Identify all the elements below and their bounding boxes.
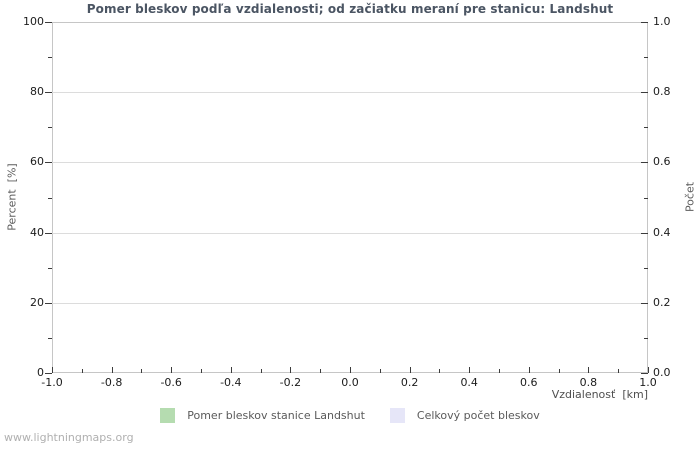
y-tick-minor-left [48,127,52,129]
x-tick-minor [439,369,441,373]
x-tick-minor [141,369,143,373]
x-tick-label: 0.4 [460,376,478,389]
x-tick-minor [260,369,262,373]
x-axis-label: Vzdialenosť [km] [551,388,648,401]
x-tick-major [111,367,113,373]
y-tick-major-right [641,92,648,94]
y-tick-label-right: 0.4 [653,225,671,239]
y-tick-label-right: 0.6 [653,155,671,169]
legend-item-total: Celkový počet bleskov [389,408,540,423]
y-tick-minor-right [644,127,648,129]
x-tick-label: 0.2 [400,376,419,389]
x-tick-major [350,367,351,373]
y-tick-major-right [641,22,648,23]
chart-title: Pomer bleskov podľa vzdialenosti; od zač… [86,2,614,16]
y-tick-major-left [45,162,52,164]
y-tick-major-left [45,22,52,23]
x-tick-minor [499,369,500,373]
legend-label-ratio: Pomer bleskov stanice Landshut [187,409,365,422]
x-tick-minor [558,369,560,373]
legend-item-ratio: Pomer bleskov stanice Landshut [160,408,365,423]
legend-swatch-lavender-icon [389,408,405,423]
y-tick-label-left: 60 [30,155,44,169]
x-tick-major [171,367,173,373]
x-tick-minor [81,369,83,373]
legend-label-total: Celkový počet bleskov [416,409,540,422]
y-tick-major-right [641,162,648,164]
y-tick-label-right: 0.0 [653,366,671,379]
gridline-horizontal [52,232,648,234]
y-tick-minor-right [644,267,648,269]
x-tick-major [290,367,292,373]
x-tick-minor [320,369,322,373]
gridline-horizontal [52,92,648,94]
x-tick-minor [201,369,202,373]
y-tick-minor-right [644,197,648,199]
y-tick-major-left [45,302,52,304]
legend-swatch-green-icon [160,408,176,423]
y-tick-minor-left [48,267,52,269]
y-tick-label-left: 20 [30,295,44,309]
y-tick-major-left [45,373,52,374]
gridline-horizontal [52,162,648,164]
x-tick-minor [379,369,381,373]
y-tick-label-left: 40 [30,225,44,239]
plot-area [52,22,648,373]
y-tick-minor-right [644,337,648,339]
x-tick-label: -1.0 [41,376,63,389]
x-tick-major [230,367,232,373]
y-tick-minor-left [48,57,52,59]
y-tick-label-left: 80 [30,85,44,99]
y-tick-major-left [45,232,52,234]
y-tick-major-right [641,232,648,234]
y-tick-minor-right [644,57,648,59]
watermark-text: www.lightningmaps.org [4,431,134,444]
x-tick-label: 0.0 [341,376,359,389]
y-axis-label-right: Počet [683,181,697,213]
x-tick-label: -0.4 [220,376,242,389]
y-tick-label-left: 100 [23,15,44,28]
y-tick-label-left: 0 [37,366,44,379]
x-tick-label: -0.8 [100,376,123,389]
x-tick-label: 0.8 [579,376,598,389]
y-tick-minor-left [48,337,52,339]
x-tick-major [588,367,590,373]
y-axis-label-left: Percent [%] [5,163,19,231]
x-tick-major [528,367,530,373]
legend: Pomer bleskov stanice Landshut Celkový p… [0,408,700,423]
gridline-horizontal [52,302,648,304]
y-tick-major-right [641,373,648,374]
x-tick-major [409,367,411,373]
y-tick-minor-left [48,197,52,199]
x-tick-major [52,367,53,373]
x-tick-minor [618,369,620,373]
x-tick-label: -0.6 [160,376,182,389]
y-tick-major-left [45,92,52,94]
x-tick-major [469,367,471,373]
x-tick-label: 0.6 [520,376,538,389]
y-tick-label-right: 0.2 [653,295,671,309]
y-tick-label-right: 0.8 [653,85,671,99]
x-tick-major [648,367,649,373]
x-tick-label: -0.2 [279,376,302,389]
x-tick-label: 1.0 [639,376,657,389]
y-tick-major-right [641,302,648,304]
y-tick-label-right: 1.0 [653,15,671,28]
